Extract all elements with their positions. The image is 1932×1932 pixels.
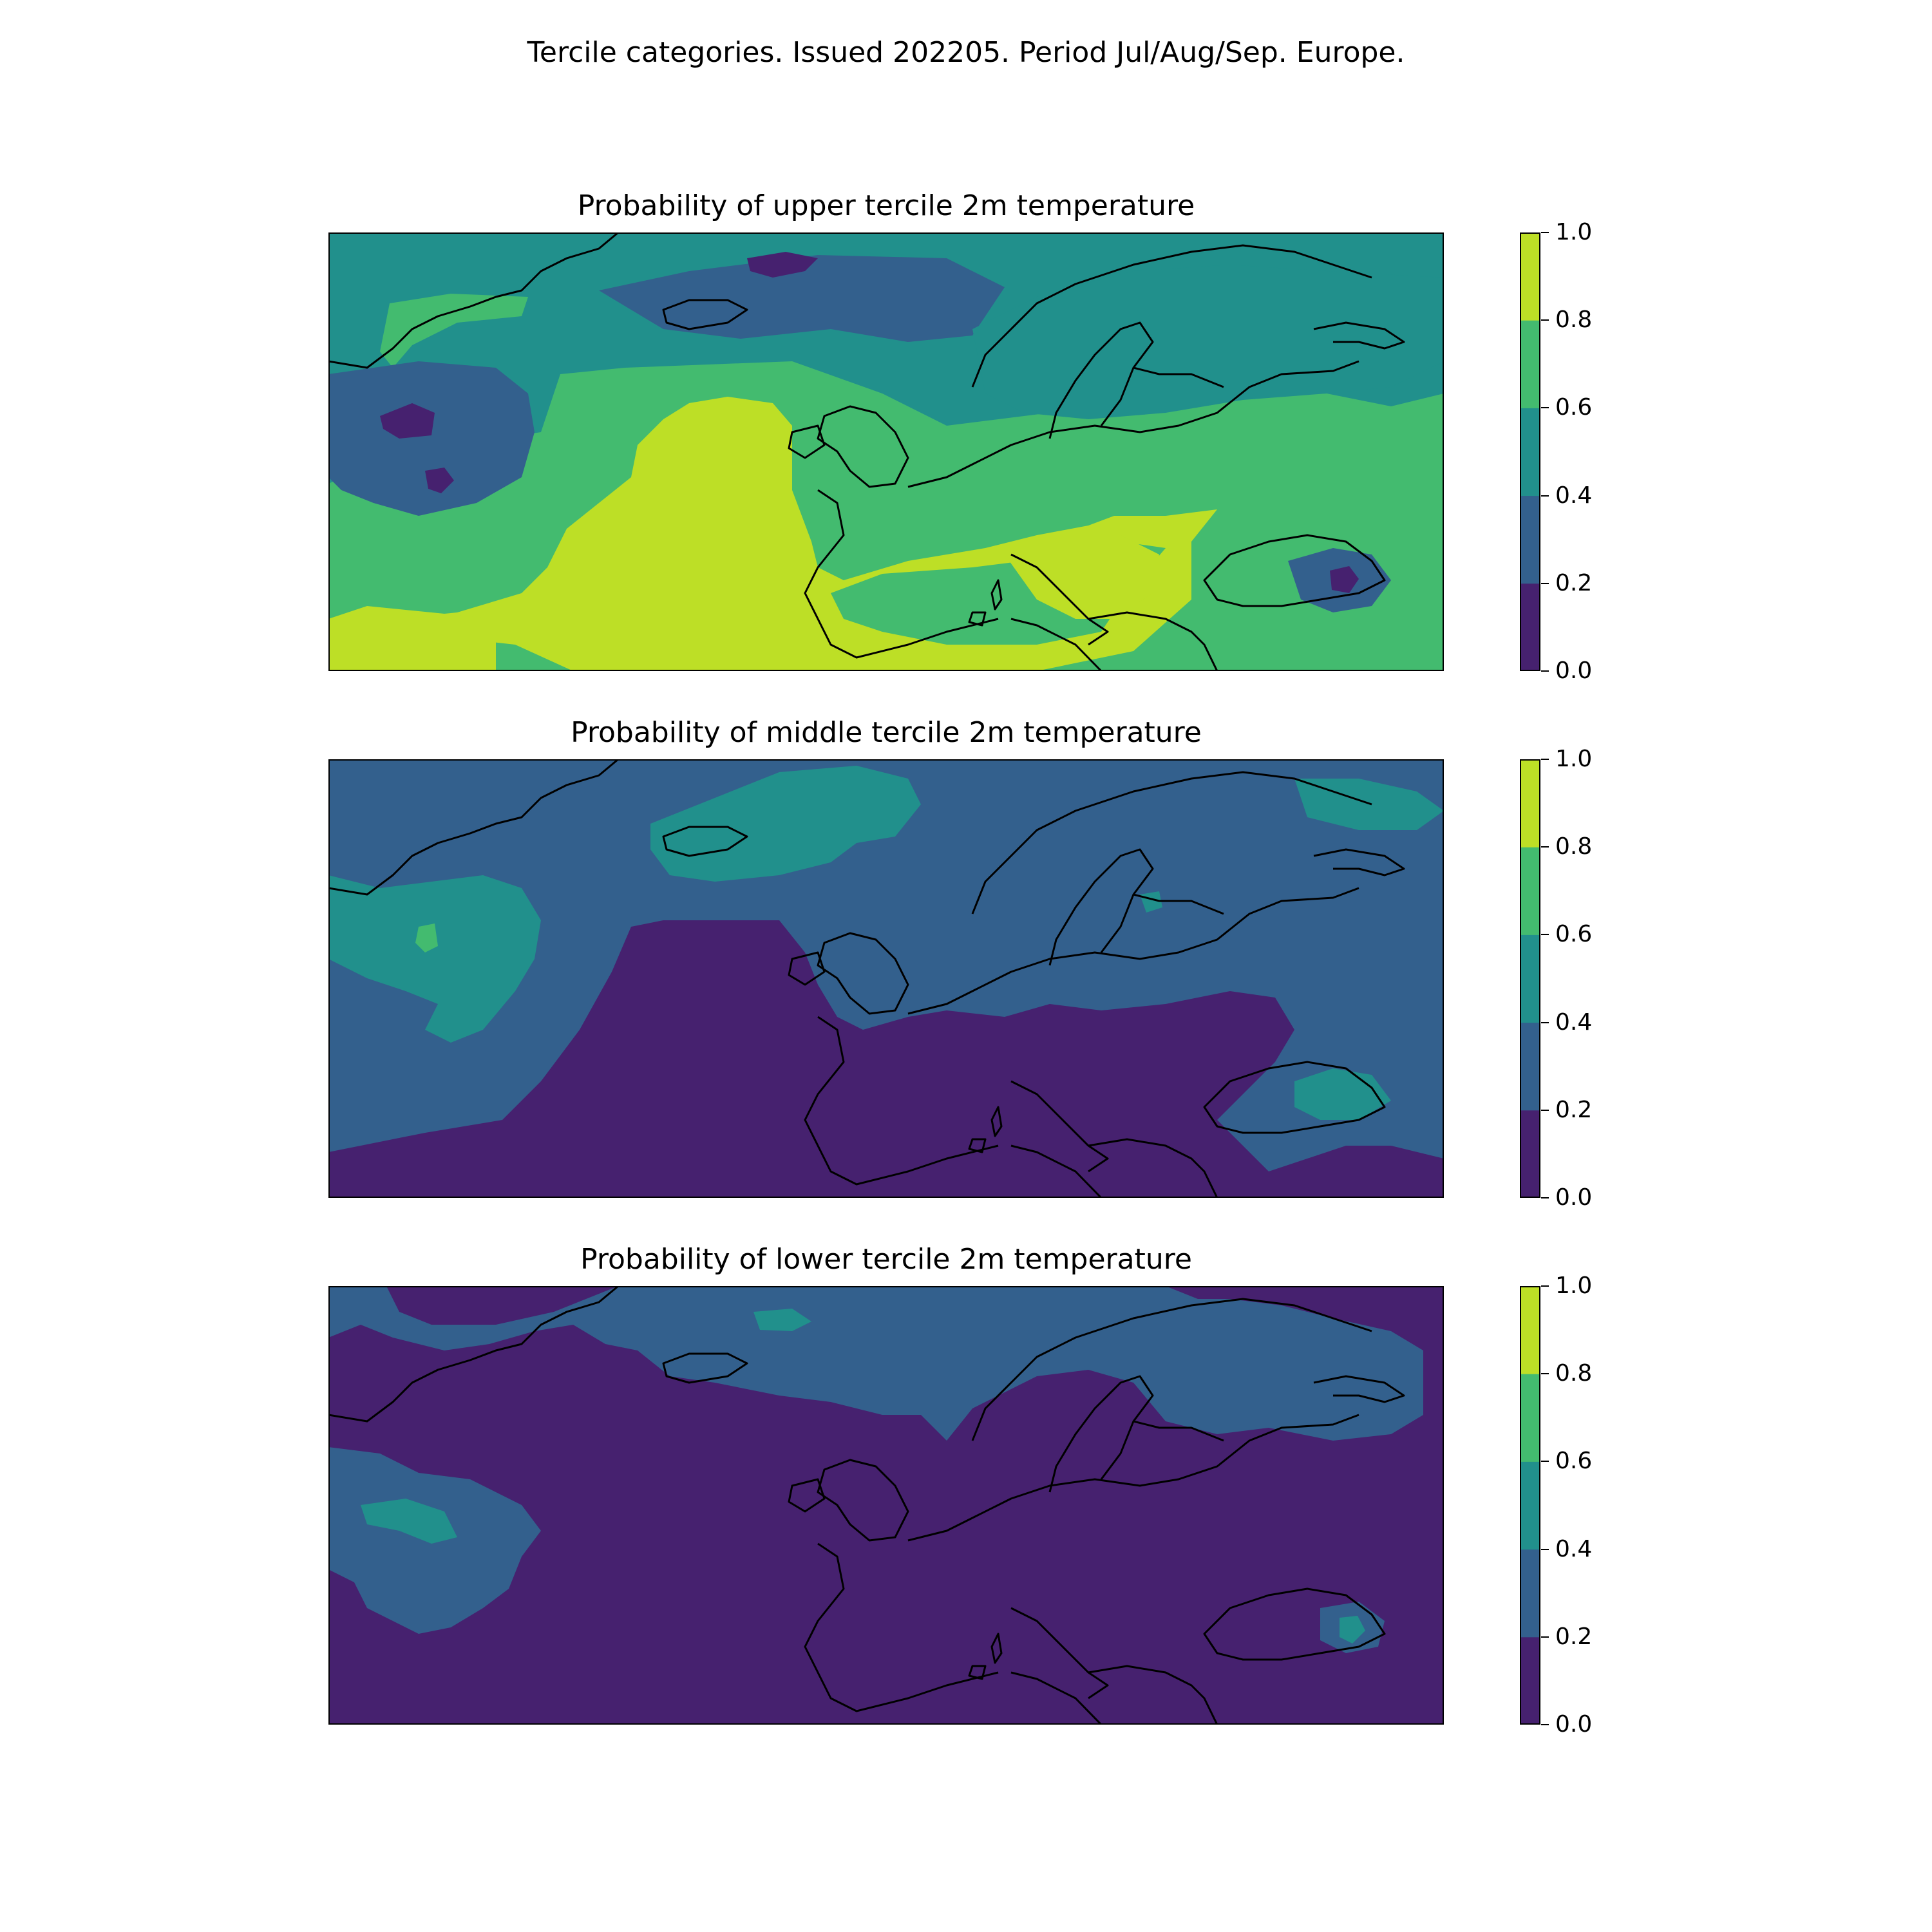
colorbar-tick-label: 0.2 [1555, 569, 1593, 596]
field-south-west-corner [328, 606, 496, 671]
field-west-atlantic-patch [328, 361, 535, 516]
colorbar-middle [1520, 759, 1540, 1198]
figure-title: Tercile categories. Issued 202205. Perio… [527, 36, 1405, 69]
panel-title-lower: Probability of lower tercile 2m temperat… [580, 1243, 1192, 1276]
field-west-atlantic-spot [361, 1499, 457, 1544]
colorbar-tick-label: 0.6 [1555, 1448, 1593, 1475]
colorbar-bin [1520, 1022, 1540, 1111]
colorbar-tick-label: 0.8 [1555, 307, 1593, 334]
colorbar-tick-label: 0.8 [1555, 833, 1593, 860]
panel-title-middle: Probability of middle tercile 2m tempera… [571, 716, 1202, 749]
field-iceland-band [599, 255, 1005, 342]
colorbar-tick-label: 1.0 [1555, 219, 1593, 245]
map-frame [328, 1286, 1444, 1725]
colorbar-tick-label: 1.0 [1555, 1273, 1593, 1299]
field-iceland-spot [753, 1309, 811, 1331]
colorbar-ticks-upper: 1.0 0.8 0.6 0.4 0.2 0.0 [1541, 219, 1631, 684]
colorbar-upper [1520, 232, 1540, 671]
field-black-sea-patch [1294, 1068, 1391, 1120]
colorbar-bin [1520, 1549, 1540, 1638]
colorbar-bin [1520, 320, 1540, 408]
map-middle-tercile [328, 759, 1444, 1198]
map-frame [328, 232, 1444, 671]
field-caucasus-spot [1340, 1616, 1365, 1643]
colorbar-ticks-lower: 1.0 0.8 0.6 0.4 0.2 0.0 [1541, 1273, 1631, 1738]
colorbar-tick-label: 0.2 [1555, 1623, 1593, 1650]
colorbar-tick-label: 1.0 [1555, 746, 1593, 772]
field-caucasus-min [1330, 566, 1359, 593]
colorbar-ticks-middle: 1.0 0.8 0.6 0.4 0.2 0.0 [1541, 746, 1631, 1211]
colorbar-frame [1520, 1286, 1540, 1725]
colorbar-bin [1520, 408, 1540, 497]
colorbar-tick-label: 0.8 [1555, 1360, 1593, 1387]
colorbar-bin [1520, 1374, 1540, 1462]
colorbar-frame [1520, 232, 1540, 671]
field-greenland-strip [380, 294, 528, 368]
colorbar-tick-label: 0.4 [1555, 482, 1593, 509]
colorbar-tick-label: 0.0 [1555, 1711, 1593, 1738]
field-west-atlantic-patch [328, 875, 541, 1043]
field-iceland-norwegian-sea [650, 766, 921, 882]
map-frame [328, 759, 1444, 1198]
colorbar-tick-label: 0.6 [1555, 921, 1593, 948]
colorbar-bin [1520, 759, 1540, 848]
coastlines [328, 759, 1405, 1198]
colorbar-lower [1520, 1286, 1540, 1725]
map-lower-tercile [328, 1286, 1444, 1725]
coastlines [328, 1286, 1405, 1725]
colorbar-tick-label: 0.4 [1555, 1009, 1593, 1036]
field-norwegian-sea-min [747, 252, 818, 278]
colorbar-bin [1520, 583, 1540, 671]
colorbar-bin [1520, 847, 1540, 935]
colorbar-bin [1520, 232, 1540, 321]
field-northern-belt [328, 1286, 1423, 1441]
field-mediterranean-balkans [1005, 535, 1159, 619]
colorbar-bin [1520, 495, 1540, 584]
panel-title-upper: Probability of upper tercile 2m temperat… [577, 189, 1195, 222]
map-upper-tercile [328, 232, 1444, 671]
colorbar-bin [1520, 1110, 1540, 1198]
colorbar-bin [1520, 1461, 1540, 1550]
colorbar-tick-label: 0.2 [1555, 1096, 1593, 1123]
colorbar-bin [1520, 1636, 1540, 1725]
colorbar-frame [1520, 759, 1540, 1198]
field-scandinavia [972, 265, 1444, 419]
colorbar-bin [1520, 1286, 1540, 1374]
field-west-atlantic-spot [415, 923, 438, 952]
coastlines [328, 232, 1405, 671]
field-west-atlantic-min-a [380, 403, 435, 439]
colorbar-bin [1520, 934, 1540, 1023]
colorbar-tick-label: 0.6 [1555, 394, 1593, 421]
field-west-atlantic-min-b [425, 468, 454, 493]
colorbar-tick-label: 0.4 [1555, 1535, 1593, 1562]
colorbar-tick-label: 0.0 [1555, 658, 1593, 684]
field-atlantic-iberia-low [328, 920, 1444, 1198]
colorbar-tick-label: 0.0 [1555, 1184, 1593, 1211]
